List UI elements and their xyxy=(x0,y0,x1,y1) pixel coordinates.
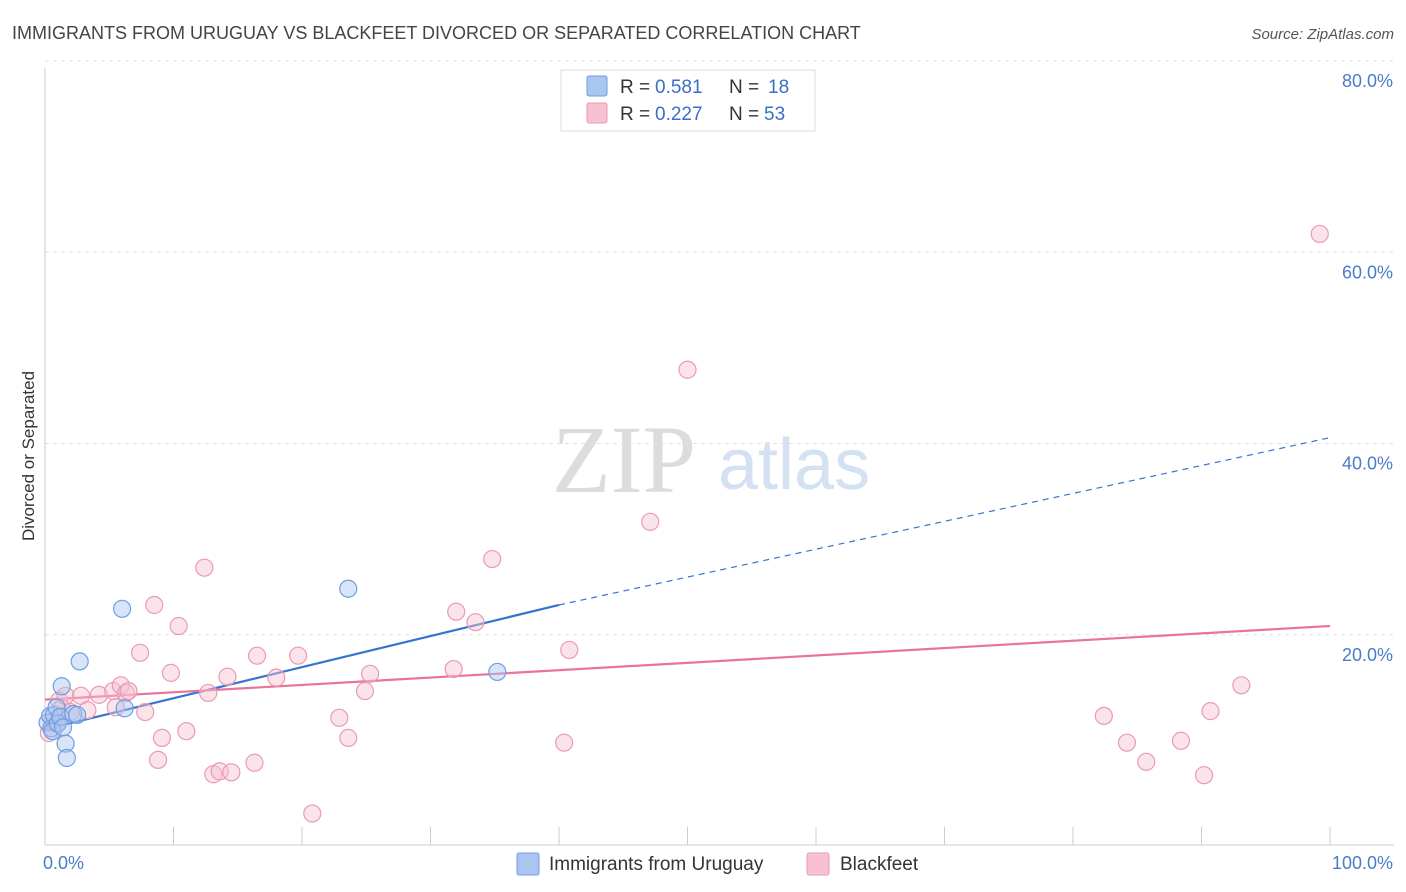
point-blackfeet xyxy=(356,683,373,700)
bottom-legend-swatch-uruguay xyxy=(517,853,539,875)
point-blackfeet xyxy=(1196,767,1213,784)
legend-r-value-2: 0.227 xyxy=(655,104,703,125)
point-blackfeet xyxy=(120,683,137,700)
point-blackfeet xyxy=(642,513,659,530)
legend-r-label-2: R = xyxy=(620,104,650,125)
point-blackfeet xyxy=(1172,732,1189,749)
point-blackfeet xyxy=(223,764,240,781)
point-blackfeet xyxy=(331,709,348,726)
point-blackfeet xyxy=(340,729,357,746)
point-blackfeet xyxy=(196,559,213,576)
legend-swatch-blackfeet xyxy=(587,103,607,123)
point-blackfeet xyxy=(1118,734,1135,751)
trend-line-blackfeet xyxy=(45,626,1330,700)
point-blackfeet xyxy=(132,644,149,661)
point-blackfeet xyxy=(150,751,167,768)
point-uruguay xyxy=(340,580,357,597)
point-blackfeet xyxy=(561,641,578,658)
scatter-chart: IMMIGRANTS FROM URUGUAY VS BLACKFEET DIV… xyxy=(0,0,1406,892)
point-uruguay xyxy=(69,706,86,723)
legend-r-label-1: R = xyxy=(620,77,650,98)
stats-legend: R = 0.581 N = 18 R = 0.227 N = 53 xyxy=(561,70,815,131)
point-blackfeet xyxy=(146,596,163,613)
x-tick-label-start: 0.0% xyxy=(43,853,84,873)
point-blackfeet xyxy=(153,729,170,746)
point-blackfeet xyxy=(170,618,187,635)
point-blackfeet xyxy=(362,665,379,682)
legend-n-value-1: 18 xyxy=(768,77,789,98)
point-blackfeet xyxy=(1202,703,1219,720)
point-blackfeet xyxy=(219,668,236,685)
point-blackfeet xyxy=(249,647,266,664)
point-blackfeet xyxy=(445,661,462,678)
y-tick-labels: 20.0% 40.0% 60.0% 80.0% xyxy=(1342,71,1393,665)
point-blackfeet xyxy=(1311,225,1328,242)
point-blackfeet xyxy=(304,805,321,822)
legend-n-value-2: 53 xyxy=(764,104,785,125)
point-blackfeet xyxy=(290,647,307,664)
point-blackfeet xyxy=(162,664,179,681)
point-uruguay xyxy=(114,600,131,617)
point-blackfeet xyxy=(484,551,501,568)
point-blackfeet xyxy=(137,704,154,721)
bottom-legend-blackfeet: Blackfeet xyxy=(840,854,919,875)
y-axis-label: Divorced or Separated xyxy=(19,371,38,541)
point-uruguay xyxy=(58,749,75,766)
point-uruguay xyxy=(489,663,506,680)
bottom-legend-swatch-blackfeet xyxy=(807,853,829,875)
y-tick-label: 80.0% xyxy=(1342,71,1393,91)
point-blackfeet xyxy=(1095,707,1112,724)
point-blackfeet xyxy=(268,669,285,686)
point-blackfeet xyxy=(178,723,195,740)
point-blackfeet xyxy=(467,614,484,631)
chart-source: Source: ZipAtlas.com xyxy=(1251,26,1394,43)
series-blackfeet-points xyxy=(40,225,1328,821)
watermark-atlas: atlas xyxy=(718,425,870,505)
x-tick-label-end: 100.0% xyxy=(1332,853,1393,873)
grid-lines xyxy=(45,61,1394,635)
bottom-legend-uruguay: Immigrants from Uruguay xyxy=(549,854,764,875)
legend-n-label-2: N = xyxy=(729,104,759,125)
point-blackfeet xyxy=(246,754,263,771)
watermark: ZIP atlas xyxy=(552,406,870,513)
y-tick-label: 40.0% xyxy=(1342,454,1393,474)
y-tick-label: 60.0% xyxy=(1342,262,1393,282)
watermark-zip: ZIP xyxy=(552,406,696,513)
point-uruguay xyxy=(116,700,133,717)
bottom-legend: Immigrants from Uruguay Blackfeet xyxy=(517,853,919,875)
y-tick-label: 20.0% xyxy=(1342,645,1393,665)
point-uruguay xyxy=(71,653,88,670)
point-blackfeet xyxy=(1233,677,1250,694)
point-blackfeet xyxy=(679,361,696,378)
point-blackfeet xyxy=(556,734,573,751)
point-uruguay xyxy=(53,678,70,695)
legend-n-label-1: N = xyxy=(729,77,759,98)
point-blackfeet xyxy=(1138,753,1155,770)
legend-swatch-uruguay xyxy=(587,76,607,96)
legend-r-value-1: 0.581 xyxy=(655,77,703,98)
point-blackfeet xyxy=(200,684,217,701)
point-blackfeet xyxy=(448,603,465,620)
chart-title: IMMIGRANTS FROM URUGUAY VS BLACKFEET DIV… xyxy=(12,23,861,43)
